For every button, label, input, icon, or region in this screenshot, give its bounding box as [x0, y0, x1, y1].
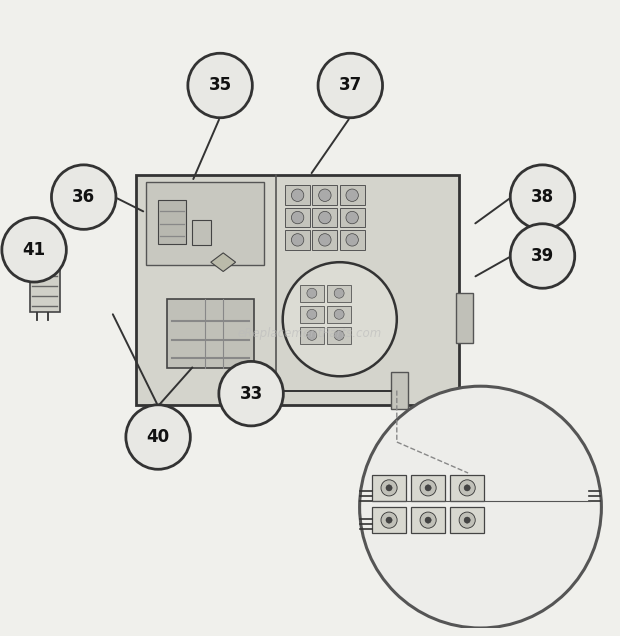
Circle shape	[291, 211, 304, 224]
FancyBboxPatch shape	[340, 185, 365, 205]
Circle shape	[459, 480, 476, 496]
Circle shape	[51, 165, 116, 230]
FancyBboxPatch shape	[340, 207, 365, 228]
Circle shape	[283, 262, 397, 377]
FancyBboxPatch shape	[372, 475, 406, 501]
FancyBboxPatch shape	[340, 230, 365, 250]
Circle shape	[334, 288, 344, 298]
FancyBboxPatch shape	[285, 230, 310, 250]
FancyBboxPatch shape	[158, 200, 186, 244]
FancyBboxPatch shape	[167, 300, 254, 368]
FancyBboxPatch shape	[312, 207, 337, 228]
Circle shape	[334, 309, 344, 319]
Circle shape	[420, 480, 436, 496]
Circle shape	[386, 517, 392, 523]
Circle shape	[219, 361, 283, 426]
Circle shape	[459, 512, 476, 528]
FancyBboxPatch shape	[300, 306, 324, 323]
FancyBboxPatch shape	[450, 475, 484, 501]
Text: eReplacementParts.com: eReplacementParts.com	[238, 327, 382, 340]
Circle shape	[381, 480, 397, 496]
FancyBboxPatch shape	[312, 185, 337, 205]
FancyBboxPatch shape	[30, 267, 60, 312]
Circle shape	[318, 53, 383, 118]
Circle shape	[307, 330, 317, 340]
Circle shape	[346, 211, 358, 224]
FancyBboxPatch shape	[327, 327, 351, 344]
FancyBboxPatch shape	[372, 507, 406, 533]
Circle shape	[510, 165, 575, 230]
FancyBboxPatch shape	[450, 507, 484, 533]
Text: 35: 35	[208, 76, 232, 95]
FancyBboxPatch shape	[300, 284, 324, 302]
Circle shape	[464, 517, 470, 523]
FancyBboxPatch shape	[285, 207, 310, 228]
Text: 33: 33	[239, 385, 263, 403]
Text: 37: 37	[339, 76, 362, 95]
Circle shape	[381, 512, 397, 528]
Circle shape	[319, 211, 331, 224]
Circle shape	[307, 288, 317, 298]
Text: 41: 41	[22, 241, 46, 259]
FancyBboxPatch shape	[312, 230, 337, 250]
Circle shape	[334, 330, 344, 340]
Text: 36: 36	[72, 188, 95, 206]
Circle shape	[291, 189, 304, 202]
Text: 40: 40	[146, 428, 170, 446]
FancyBboxPatch shape	[285, 185, 310, 205]
Circle shape	[307, 309, 317, 319]
Circle shape	[2, 218, 66, 282]
Circle shape	[464, 485, 470, 491]
Circle shape	[319, 233, 331, 246]
FancyBboxPatch shape	[327, 284, 351, 302]
Circle shape	[360, 386, 601, 628]
FancyBboxPatch shape	[192, 220, 211, 245]
Circle shape	[510, 224, 575, 288]
FancyBboxPatch shape	[456, 293, 473, 343]
Text: 38: 38	[531, 188, 554, 206]
Polygon shape	[211, 253, 236, 272]
Text: 39: 39	[531, 247, 554, 265]
Circle shape	[319, 189, 331, 202]
Circle shape	[291, 233, 304, 246]
Circle shape	[425, 517, 432, 523]
Circle shape	[188, 53, 252, 118]
FancyBboxPatch shape	[146, 182, 264, 265]
Circle shape	[346, 189, 358, 202]
Circle shape	[420, 512, 436, 528]
Circle shape	[386, 485, 392, 491]
Circle shape	[126, 404, 190, 469]
FancyBboxPatch shape	[136, 176, 459, 404]
Circle shape	[346, 233, 358, 246]
FancyBboxPatch shape	[300, 327, 324, 344]
FancyBboxPatch shape	[411, 507, 445, 533]
FancyBboxPatch shape	[391, 372, 408, 409]
Circle shape	[425, 485, 432, 491]
FancyBboxPatch shape	[327, 306, 351, 323]
FancyBboxPatch shape	[411, 475, 445, 501]
